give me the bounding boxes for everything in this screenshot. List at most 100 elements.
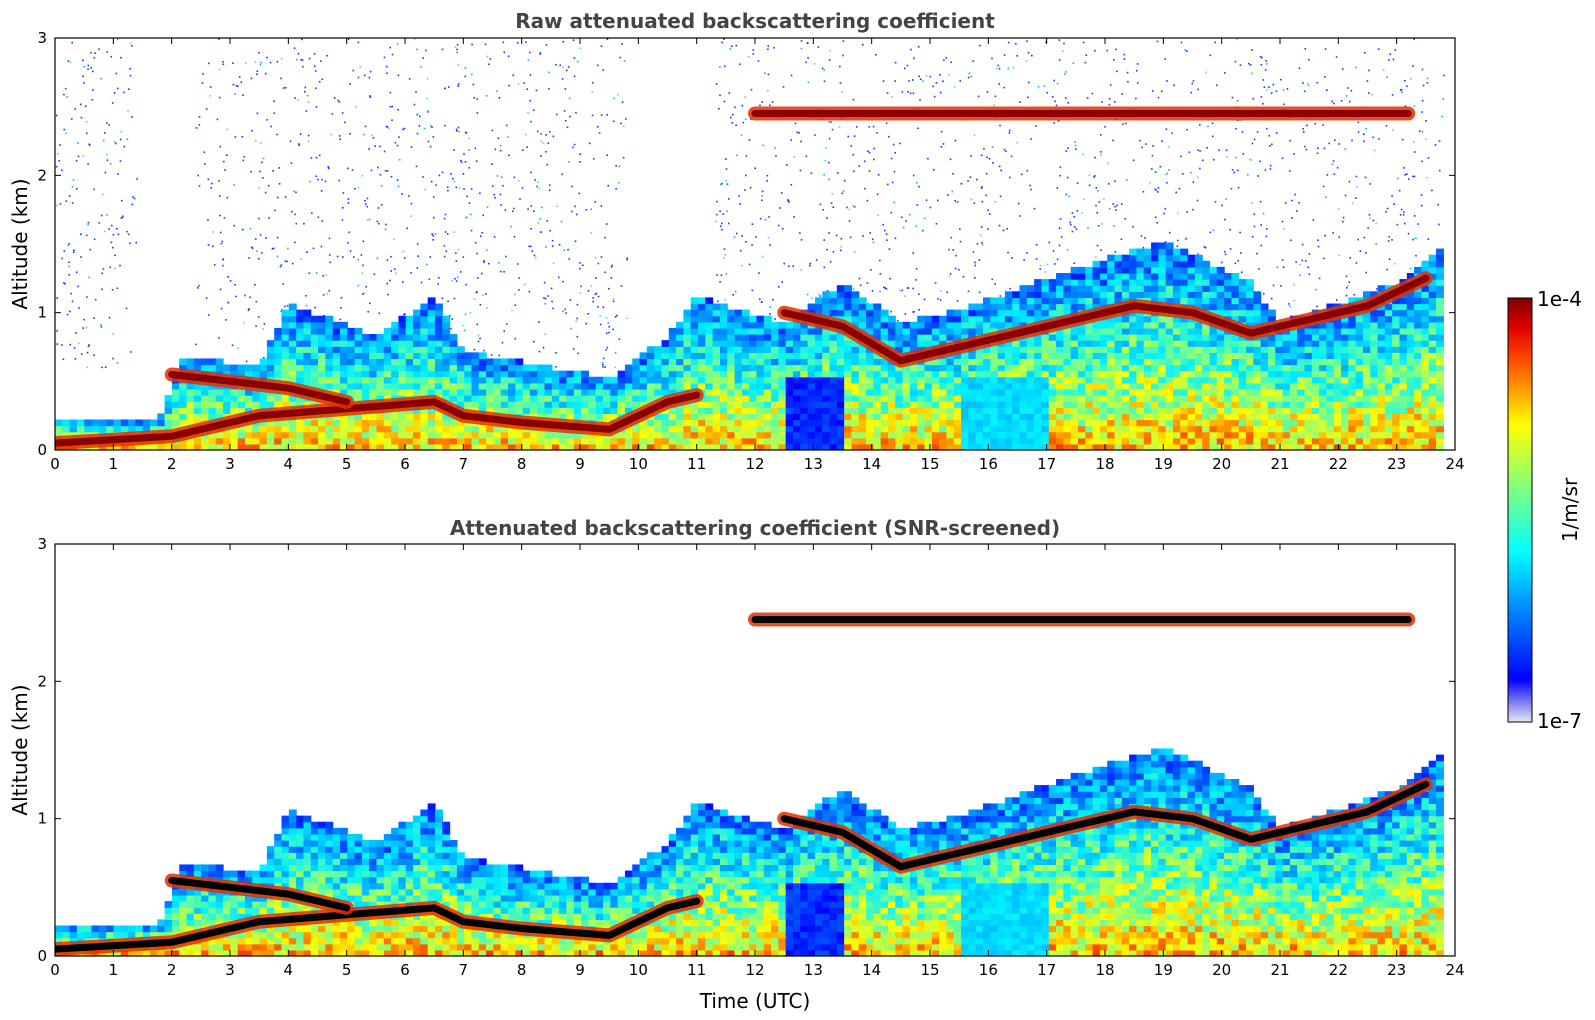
field-cell — [354, 413, 363, 421]
field-cell — [836, 443, 845, 450]
noise-pixel — [364, 203, 367, 205]
noise-pixel — [113, 92, 116, 94]
field-cell — [895, 407, 904, 414]
noise-pixel — [1265, 235, 1268, 238]
noise-pixel — [736, 154, 738, 157]
noise-pixel — [1293, 299, 1296, 302]
field-cell — [376, 419, 385, 427]
field-cell — [771, 425, 779, 433]
field-cell — [325, 352, 334, 360]
field-cell — [1085, 358, 1094, 366]
noise-pixel — [745, 118, 747, 121]
field-cell — [237, 401, 246, 408]
field-cell — [383, 334, 392, 341]
field-cell — [661, 419, 670, 427]
field-cell — [1004, 303, 1013, 311]
field-cell — [917, 388, 926, 396]
noise-pixel — [870, 269, 872, 271]
field-cell — [1063, 303, 1072, 311]
field-cell — [785, 382, 794, 390]
noise-pixel — [551, 300, 553, 303]
noise-pixel — [305, 304, 308, 307]
field-cell — [420, 315, 429, 323]
noise-pixel — [1356, 185, 1359, 188]
noise-pixel — [320, 190, 323, 192]
noise-pixel — [929, 75, 932, 78]
noise-pixel — [907, 90, 909, 93]
field-cell — [683, 327, 692, 335]
field-cell — [413, 425, 421, 433]
noise-pixel — [1347, 284, 1349, 287]
field-cell — [851, 425, 860, 433]
field-cell — [288, 346, 297, 353]
field-cell — [420, 407, 429, 414]
noise-pixel — [579, 153, 582, 156]
noise-pixel — [66, 96, 68, 98]
noise-pixel — [254, 61, 257, 63]
field-cell — [1048, 352, 1057, 360]
noise-pixel — [766, 174, 769, 177]
noise-pixel — [542, 142, 545, 145]
field-cell — [785, 401, 794, 408]
field-cell — [800, 346, 809, 353]
noise-pixel — [226, 128, 228, 131]
field-cell — [741, 431, 750, 439]
noise-pixel — [259, 170, 261, 173]
noise-pixel — [1065, 193, 1068, 196]
field-cell — [705, 376, 714, 384]
noise-pixel — [1157, 187, 1160, 189]
field-cell — [968, 309, 977, 317]
field-cell — [990, 401, 999, 408]
field-cell — [639, 419, 648, 427]
noise-pixel — [309, 180, 311, 183]
field-cell — [719, 382, 728, 390]
field-cell — [668, 382, 677, 390]
field-cell — [281, 327, 290, 335]
field-cell — [581, 370, 590, 378]
noise-pixel — [774, 147, 776, 150]
noise-pixel — [500, 270, 502, 273]
field-cell — [734, 352, 743, 360]
noise-pixel — [1083, 198, 1085, 201]
field-cell — [836, 407, 845, 414]
field-cell — [1056, 285, 1064, 292]
field-cell — [880, 364, 889, 372]
noise-pixel — [719, 225, 722, 227]
noise-pixel — [473, 298, 476, 300]
noise-pixel — [594, 293, 597, 296]
field-cell — [1026, 388, 1035, 396]
field-cell — [281, 401, 290, 408]
noise-pixel — [131, 116, 133, 118]
noise-pixel — [225, 154, 228, 157]
noise-pixel — [1409, 78, 1412, 81]
field-cell — [551, 413, 560, 421]
noise-pixel — [913, 57, 915, 59]
field-cell — [266, 431, 275, 439]
noise-pixel — [547, 142, 550, 145]
noise-pixel — [284, 86, 287, 89]
field-cell — [807, 437, 816, 445]
field-cell — [361, 340, 370, 347]
noise-pixel — [1253, 138, 1256, 141]
field-cell — [420, 321, 429, 329]
noise-pixel — [948, 73, 950, 76]
noise-pixel — [853, 170, 855, 173]
field-cell — [866, 352, 874, 360]
noise-pixel — [342, 192, 345, 194]
noise-pixel — [738, 63, 741, 66]
field-cell — [924, 413, 933, 421]
field-cell — [851, 431, 860, 439]
field-cell — [734, 315, 743, 323]
field-cell — [712, 431, 721, 439]
noise-pixel — [224, 169, 226, 171]
noise-pixel — [986, 91, 989, 93]
noise-pixel — [724, 253, 727, 256]
field-cell — [1063, 352, 1072, 360]
noise-pixel — [465, 132, 468, 134]
field-cell — [756, 340, 765, 347]
field-cell — [734, 425, 743, 433]
noise-pixel — [1064, 73, 1066, 75]
noise-pixel — [1073, 215, 1076, 218]
noise-pixel — [745, 241, 747, 243]
field-cell — [398, 431, 407, 439]
